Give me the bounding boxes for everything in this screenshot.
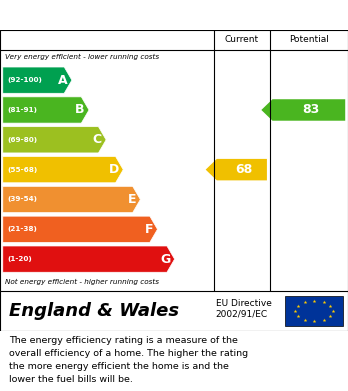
Text: (39-54): (39-54) [8, 196, 38, 203]
Text: C: C [93, 133, 102, 146]
Polygon shape [3, 216, 157, 242]
Text: (1-20): (1-20) [8, 256, 32, 262]
Polygon shape [3, 97, 89, 123]
Polygon shape [3, 187, 140, 213]
Text: (21-38): (21-38) [8, 226, 38, 232]
Text: Very energy efficient - lower running costs: Very energy efficient - lower running co… [5, 54, 159, 61]
Text: B: B [75, 104, 85, 117]
FancyBboxPatch shape [285, 296, 343, 326]
Polygon shape [261, 99, 345, 121]
Text: Current: Current [225, 35, 259, 44]
Text: (55-68): (55-68) [8, 167, 38, 173]
Text: (69-80): (69-80) [8, 137, 38, 143]
Text: E: E [128, 193, 136, 206]
Text: Not energy efficient - higher running costs: Not energy efficient - higher running co… [5, 279, 159, 285]
Text: (81-91): (81-91) [8, 107, 38, 113]
Text: EU Directive
2002/91/EC: EU Directive 2002/91/EC [216, 299, 272, 319]
Polygon shape [206, 159, 267, 180]
Text: England & Wales: England & Wales [9, 302, 179, 320]
Polygon shape [3, 67, 72, 93]
Text: D: D [109, 163, 119, 176]
Polygon shape [3, 246, 175, 272]
Text: 83: 83 [302, 104, 319, 117]
Polygon shape [3, 127, 106, 153]
Text: Energy Efficiency Rating: Energy Efficiency Rating [9, 7, 219, 23]
Text: F: F [145, 223, 153, 236]
Text: The energy efficiency rating is a measure of the
overall efficiency of a home. T: The energy efficiency rating is a measur… [9, 336, 248, 384]
Text: G: G [160, 253, 171, 265]
Text: A: A [58, 74, 68, 87]
Text: (92-100): (92-100) [8, 77, 42, 83]
Polygon shape [3, 156, 123, 183]
Text: 68: 68 [235, 163, 252, 176]
Text: Potential: Potential [289, 35, 329, 44]
